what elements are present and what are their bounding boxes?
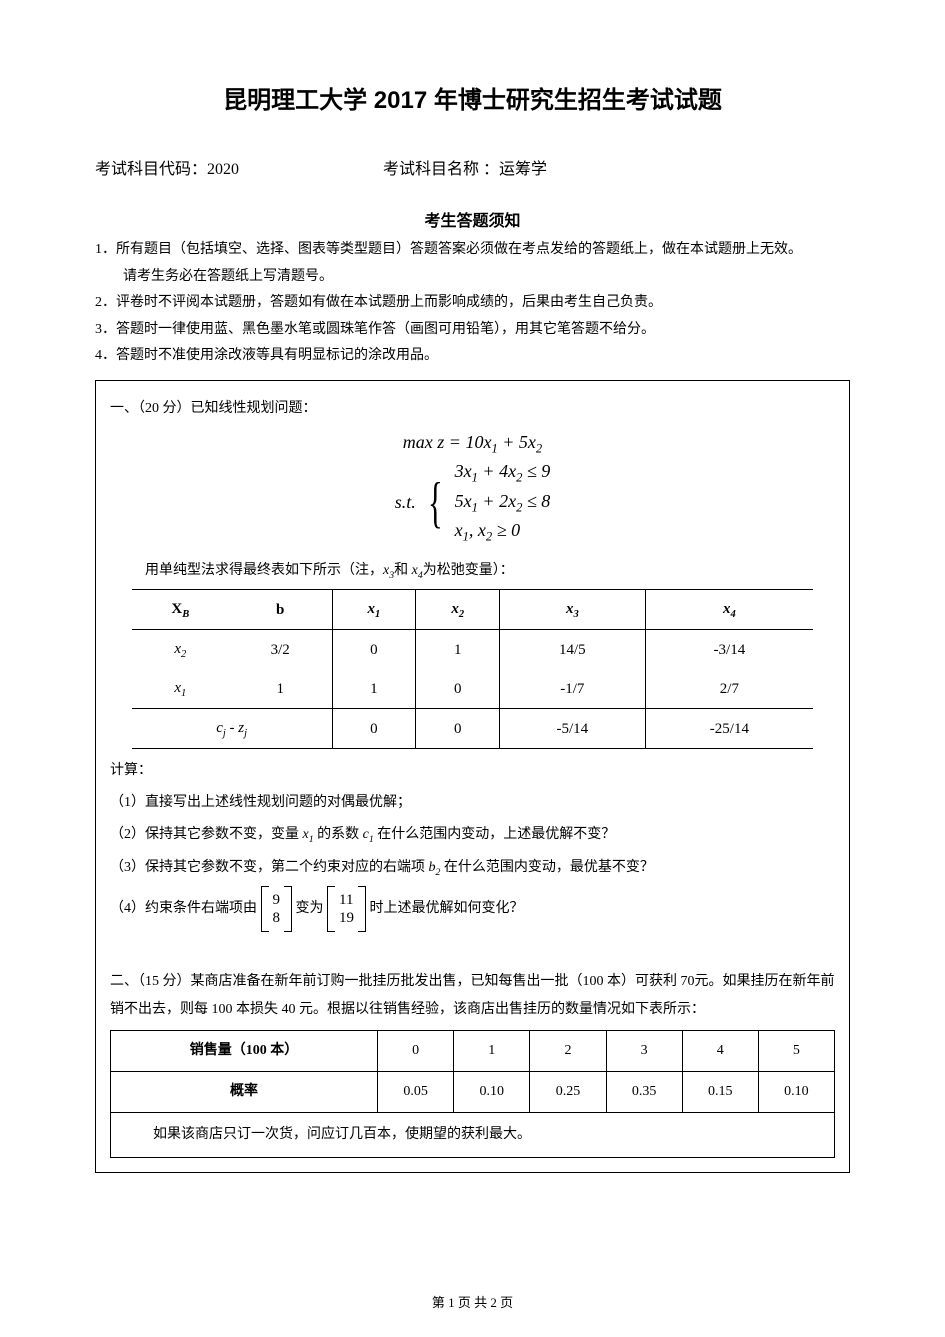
notice-title: 考生答题须知: [95, 207, 850, 231]
col-header: x4: [645, 590, 813, 630]
sub4-prefix: （4）约束条件右端项由: [110, 901, 257, 916]
cell: 0: [332, 630, 416, 670]
calc-label: 计算：: [110, 757, 835, 785]
code-value: 2020: [207, 161, 239, 178]
vector: 98: [261, 886, 293, 932]
notice-item: 3．答题时一律使用蓝、黑色墨水笔或圆珠笔作答（画图可用铅笔），用其它笔答题不给分…: [95, 317, 850, 344]
cell: 4: [682, 1031, 758, 1072]
sub4-mid: 变为: [296, 901, 324, 916]
col-header: x3: [500, 590, 645, 630]
meta-row: 考试科目代码：2020 考试科目名称 ：运筹学: [95, 155, 850, 179]
notice-item: 2．评卷时不评阅本试题册，答题如有做在本试题册上而影响成绩的，后果由考生自己负责…: [95, 290, 850, 317]
vector: 1119: [327, 886, 366, 932]
q1-sub: （3）保持其它参数不变，第二个约束对应的右端项 b2 在什么范围内变动，最优基不…: [110, 854, 835, 882]
lp-st-label: s.t.: [395, 489, 416, 516]
cell: 1: [332, 669, 416, 709]
cell: 0.05: [378, 1072, 454, 1113]
exam-page: 昆明理工大学 2017 年博士研究生招生考试试题 考试科目代码：2020 考试科…: [0, 0, 945, 1337]
subject-value: 运筹学: [499, 161, 547, 178]
cell: -25/14: [645, 709, 813, 749]
cell: 0: [416, 669, 500, 709]
cell: 0: [416, 709, 500, 749]
cell: 0: [332, 709, 416, 749]
code-label: 考试科目代码：: [95, 161, 207, 178]
notice-item: 1．所有题目（包括填空、选择、图表等类型题目）答题答案必须做在考点发给的答题纸上…: [95, 237, 850, 264]
lp-constraints: 3x1 + 4x2 ≤ 9 5x1 + 2x2 ≤ 8 x1, x2 ≥ 0: [455, 458, 551, 546]
cell: 1: [454, 1031, 530, 1072]
cell: -1/7: [500, 669, 645, 709]
q1-sub4: （4）约束条件右端项由 98 变为 1119 时上述最优解如何变化？: [110, 886, 835, 932]
cell: -5/14: [500, 709, 645, 749]
cell: 0.25: [530, 1072, 606, 1113]
page-footer: 第 1 页 共 2 页: [0, 1292, 945, 1311]
col-header: x1: [332, 590, 416, 630]
brace-icon: {: [428, 475, 443, 531]
page-title: 昆明理工大学 2017 年博士研究生招生考试试题: [95, 80, 850, 115]
notice-list: 1．所有题目（包括填空、选择、图表等类型题目）答题答案必须做在考点发给的答题纸上…: [95, 237, 850, 370]
lp-objective: max z = 10x1 + 5x2: [110, 429, 835, 458]
col-header: x2: [416, 590, 500, 630]
cell: 2/7: [645, 669, 813, 709]
sub4-suffix: 时上述最优解如何变化？: [370, 901, 524, 916]
cell: 14/5: [500, 630, 645, 670]
q1-sub: （2）保持其它参数不变，变量 x1 的系数 c1 在什么范围内变动，上述最优解不…: [110, 821, 835, 849]
cell: x1: [132, 669, 229, 709]
cjzj-label: cj - zj: [132, 709, 332, 749]
col-header: b: [229, 590, 332, 630]
cell: 0.10: [454, 1072, 530, 1113]
q2-heading: 二、（15 分）某商店准备在新年前订购一批挂历批发出售，已知每售出一批（100 …: [110, 968, 835, 1024]
q2-note: 如果该商店只订一次货，问应订几百本，使期望的获利最大。: [110, 1113, 835, 1158]
q1-sub: （1）直接写出上述线性规划问题的对偶最优解；: [110, 789, 835, 817]
col-header: XB: [132, 590, 229, 630]
notice-item: 请考生务必在答题纸上写清题号。: [95, 264, 850, 291]
cell: 3: [606, 1031, 682, 1072]
cell: 5: [758, 1031, 834, 1072]
cell: 2: [530, 1031, 606, 1072]
q1-heading: 一、（20 分）已知线性规划问题：: [110, 395, 835, 423]
cell: 0: [378, 1031, 454, 1072]
cell: 1: [416, 630, 500, 670]
cell: 3/2: [229, 630, 332, 670]
simplex-intro: 用单纯型法求得最终表如下所示（注，x3和 x4为松弛变量）：: [110, 557, 835, 585]
cell: 0.35: [606, 1072, 682, 1113]
cell: 0.10: [758, 1072, 834, 1113]
questions-box: 一、（20 分）已知线性规划问题： max z = 10x1 + 5x2 s.t…: [95, 380, 850, 1173]
row-label: 概率: [111, 1072, 378, 1113]
cell: 0.15: [682, 1072, 758, 1113]
cell: x2: [132, 630, 229, 670]
notice-item: 4．答题时不准使用涂改液等具有明显标记的涂改用品。: [95, 343, 850, 370]
simplex-table: XB b x1 x2 x3 x4 x2 3/2 0 1 14/5 -3/14 x…: [132, 589, 814, 749]
cell: 1: [229, 669, 332, 709]
lp-model: max z = 10x1 + 5x2 s.t. { 3x1 + 4x2 ≤ 9 …: [110, 429, 835, 547]
sales-table: 销售量（100 本） 0 1 2 3 4 5 概率 0.05 0.10 0.25…: [110, 1030, 835, 1113]
cell: -3/14: [645, 630, 813, 670]
subject-label: 考试科目名称 ：: [383, 161, 499, 178]
row-label: 销售量（100 本）: [111, 1031, 378, 1072]
